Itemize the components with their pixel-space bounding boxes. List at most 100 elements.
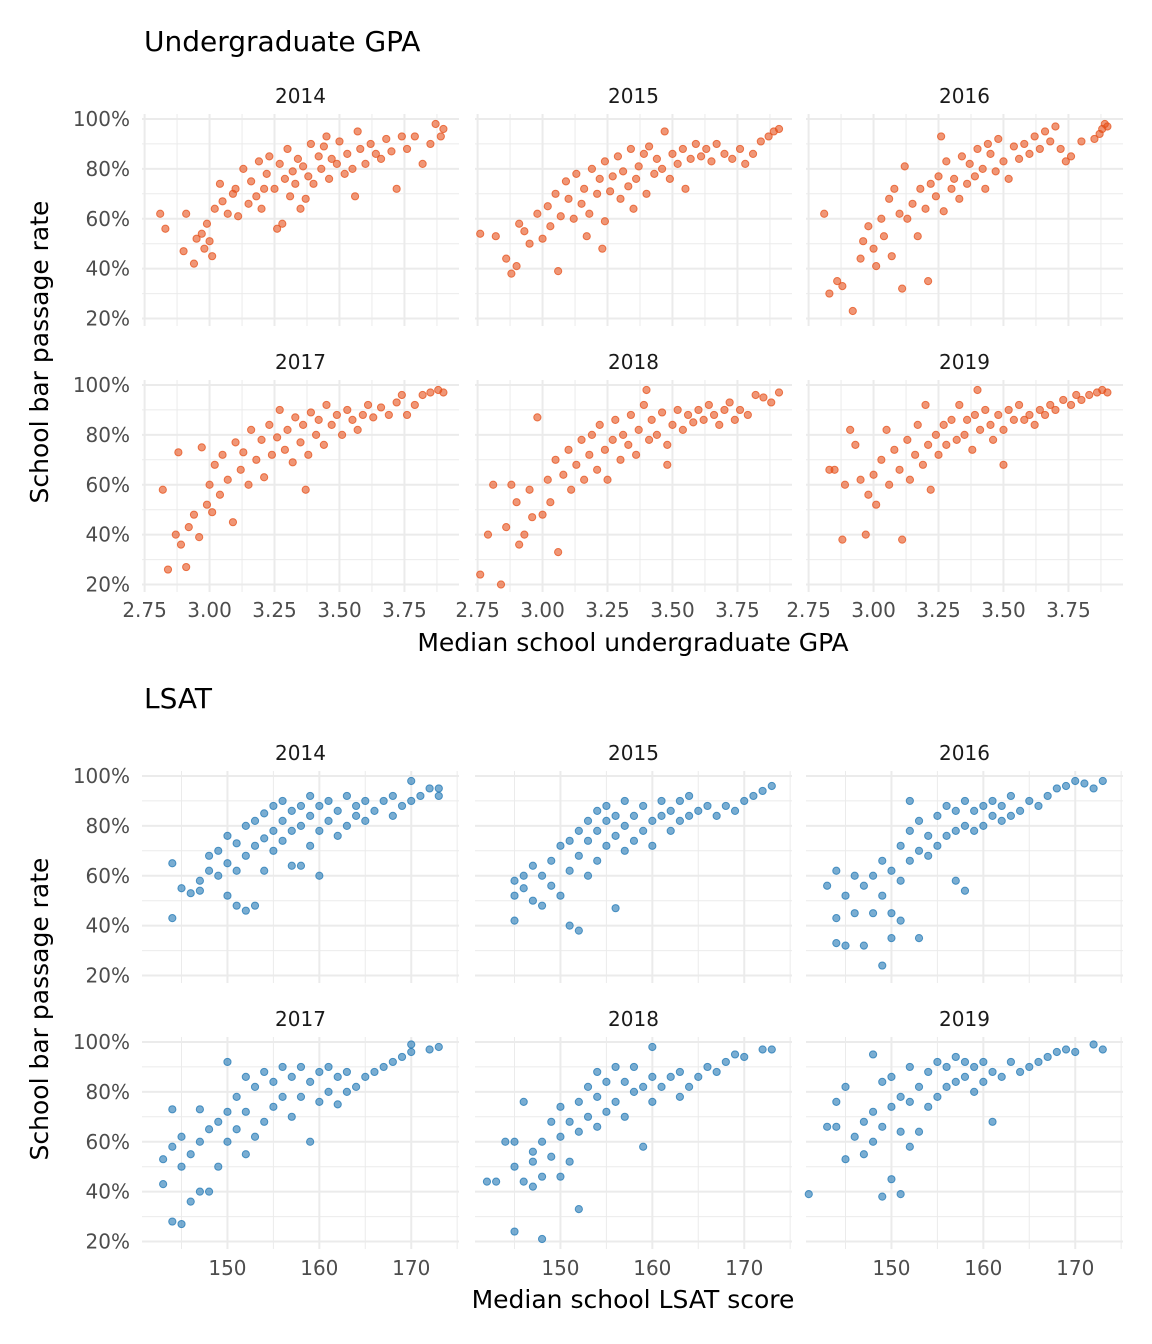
data-point [291, 179, 300, 188]
data-point [324, 1087, 333, 1096]
data-point [556, 841, 565, 850]
data-point [846, 425, 855, 434]
data-point [764, 132, 773, 141]
data-point [900, 162, 909, 171]
data-point [324, 796, 333, 806]
data-point [611, 831, 620, 840]
data-point [694, 806, 703, 816]
data-point [593, 189, 602, 198]
data-point [275, 405, 284, 415]
data-point [994, 134, 1003, 144]
x-tick-label: 3.00 [520, 598, 565, 622]
data-point [537, 871, 547, 880]
data-point [616, 194, 625, 203]
data-point [223, 209, 232, 218]
data-point [960, 1072, 970, 1082]
data-point [624, 440, 633, 449]
data-point [694, 1072, 703, 1082]
x-tick-label: 3.25 [916, 598, 961, 622]
data-point [379, 1062, 388, 1072]
data-point [348, 415, 357, 425]
data-point [730, 806, 740, 816]
data-point [639, 1082, 648, 1091]
data-point [921, 204, 930, 213]
data-point [260, 866, 269, 875]
data-point [519, 871, 528, 880]
data-point [510, 1137, 519, 1146]
data-point [537, 1137, 547, 1146]
data-point [528, 861, 537, 870]
lsat-x-axis-title: Median school LSAT score [472, 1285, 795, 1314]
data-point [951, 1052, 960, 1062]
data-point [926, 485, 935, 494]
data-point [887, 1072, 896, 1082]
data-point [280, 445, 290, 454]
data-point [189, 259, 199, 268]
data-point [340, 169, 349, 178]
data-point [333, 831, 342, 840]
data-point [543, 202, 552, 211]
data-point [950, 174, 959, 183]
data-point [962, 415, 972, 425]
data-point [491, 232, 500, 241]
data-point [988, 796, 997, 806]
data-point [975, 425, 985, 434]
data-point [748, 149, 758, 159]
data-point [896, 1190, 905, 1199]
data-point [1040, 127, 1050, 136]
data-point [1046, 400, 1055, 410]
data-point [699, 415, 708, 425]
data-point [533, 209, 542, 218]
data-point [241, 1072, 250, 1082]
data-point [924, 1067, 933, 1077]
data-point [512, 498, 521, 507]
data-point [647, 415, 656, 425]
data-point [156, 209, 165, 218]
data-point [639, 1142, 648, 1151]
data-point [735, 144, 745, 154]
data-point [639, 801, 648, 811]
data-point [158, 485, 167, 494]
data-point [324, 1062, 333, 1072]
facet-strip-label: 2015 [608, 84, 659, 108]
x-tick-label: 3.75 [382, 598, 427, 622]
data-point [1025, 410, 1034, 420]
data-point [195, 1137, 204, 1146]
data-point [402, 144, 412, 154]
data-point [510, 891, 519, 900]
data-point [887, 909, 896, 918]
data-point [260, 1067, 269, 1077]
data-point [924, 1102, 933, 1111]
gpa-y-axis-title: School bar passage rate [25, 201, 54, 504]
data-point [657, 796, 666, 806]
data-point [683, 410, 693, 420]
data-point [905, 1097, 914, 1106]
data-point [296, 1062, 306, 1072]
data-point [241, 821, 250, 830]
data-point [1051, 122, 1060, 131]
data-point [269, 846, 278, 855]
data-point [841, 1155, 850, 1164]
data-point [515, 540, 524, 549]
y-tick-label: 100% [73, 1030, 130, 1054]
data-point [979, 801, 988, 811]
data-point [388, 811, 397, 820]
data-point [278, 816, 287, 825]
data-point [1089, 1040, 1098, 1049]
data-point [924, 831, 933, 840]
y-tick-label: 100% [73, 373, 130, 397]
data-point [767, 398, 776, 407]
data-point [905, 475, 915, 484]
data-point [533, 413, 542, 422]
data-point [298, 162, 308, 171]
data-point [666, 806, 675, 816]
data-point [287, 861, 296, 870]
data-point [877, 455, 886, 464]
data-point [186, 889, 195, 898]
data-point [593, 465, 602, 474]
data-point [838, 535, 847, 544]
data-point [296, 801, 306, 811]
data-point [418, 390, 427, 400]
data-point [260, 809, 269, 818]
data-point [407, 796, 416, 806]
